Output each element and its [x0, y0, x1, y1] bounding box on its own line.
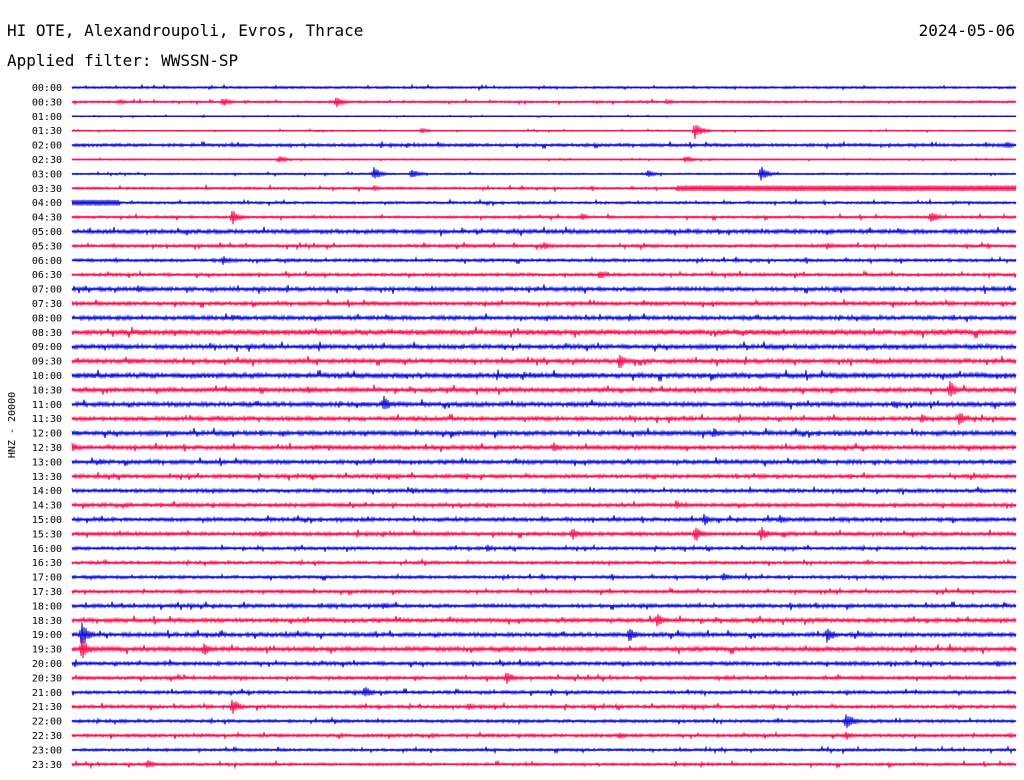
row-label-1400: 14:00	[32, 486, 62, 497]
row-label-2330: 23:30	[32, 760, 62, 771]
row-label-1330: 13:30	[32, 472, 62, 483]
row-label-2000: 20:00	[32, 659, 62, 670]
row-label-1000: 10:00	[32, 371, 62, 382]
row-label-0430: 04:30	[32, 213, 62, 224]
row-label-0200: 02:00	[32, 141, 62, 152]
row-label-0100: 01:00	[32, 112, 62, 123]
seismic-traces	[71, 83, 1017, 770]
row-label-2230: 22:30	[32, 731, 62, 742]
row-label-1100: 11:00	[32, 400, 62, 411]
row-label-2200: 22:00	[32, 717, 62, 728]
row-label-1200: 12:00	[32, 429, 62, 440]
row-label-0230: 02:30	[32, 155, 62, 166]
row-label-0300: 03:00	[32, 169, 62, 180]
row-label-0800: 08:00	[32, 313, 62, 324]
row-label-0030: 00:30	[32, 97, 62, 108]
row-label-0600: 06:00	[32, 256, 62, 267]
row-label-1430: 14:30	[32, 501, 62, 512]
row-label-1730: 17:30	[32, 587, 62, 598]
row-label-1500: 15:00	[32, 515, 62, 526]
row-label-1600: 16:00	[32, 544, 62, 555]
row-label-2100: 21:00	[32, 688, 62, 699]
station-title: HI OTE, Alexandroupoli, Evros, Thrace	[7, 21, 363, 40]
trace-row-1900	[71, 622, 1017, 644]
trace-row-1930	[71, 638, 1017, 659]
row-label-0000: 00:00	[32, 83, 62, 94]
row-label-1930: 19:30	[32, 645, 62, 656]
y-axis-label: HNZ - 20000	[7, 392, 18, 458]
trace-row-0130	[71, 125, 1017, 140]
row-label-0700: 07:00	[32, 285, 62, 296]
row-time-labels: 00:00 00:30 01:00 01:30 02:00 02:30 03:00 03:30…	[32, 83, 62, 771]
row-label-2300: 23:00	[32, 745, 62, 756]
row-label-0400: 04:00	[32, 198, 62, 209]
row-label-1300: 13:00	[32, 457, 62, 468]
row-label-0630: 06:30	[32, 270, 62, 281]
row-label-1630: 16:30	[32, 558, 62, 569]
row-label-2130: 21:30	[32, 702, 62, 713]
row-label-2030: 20:30	[32, 673, 62, 684]
row-label-0130: 01:30	[32, 126, 62, 137]
trace-row-1100	[71, 395, 1017, 410]
trace-row-1030	[71, 380, 1017, 397]
row-label-0830: 08:30	[32, 328, 62, 339]
row-label-1830: 18:30	[32, 616, 62, 627]
row-label-1530: 15:30	[32, 529, 62, 540]
row-label-0530: 05:30	[32, 241, 62, 252]
row-label-0500: 05:00	[32, 227, 62, 238]
row-label-1800: 18:00	[32, 601, 62, 612]
row-label-0900: 09:00	[32, 342, 62, 353]
row-label-0330: 03:30	[32, 184, 62, 195]
row-label-1700: 17:00	[32, 573, 62, 584]
row-label-1130: 11:30	[32, 414, 62, 425]
row-label-0730: 07:30	[32, 299, 62, 310]
row-label-1900: 19:00	[32, 630, 62, 641]
row-label-1230: 12:30	[32, 443, 62, 454]
row-label-1030: 10:30	[32, 385, 62, 396]
record-date: 2024-05-06	[919, 21, 1015, 40]
row-label-0930: 09:30	[32, 357, 62, 368]
filter-subtitle: Applied filter: WWSSN-SP	[7, 51, 238, 70]
